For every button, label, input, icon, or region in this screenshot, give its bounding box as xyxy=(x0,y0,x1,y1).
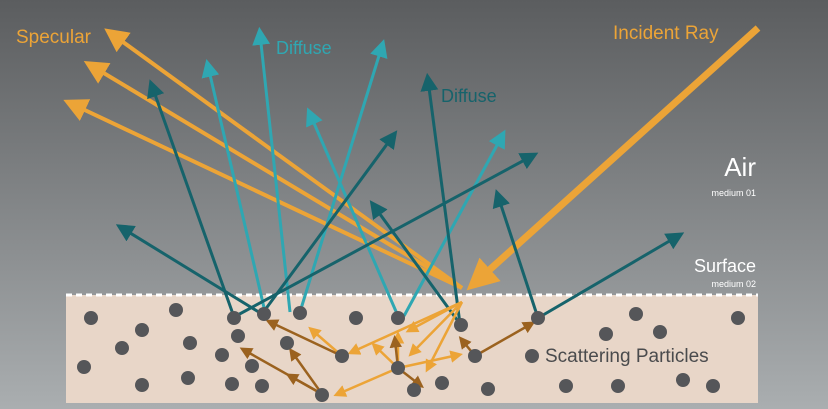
particle xyxy=(468,349,482,363)
diffuse-ray xyxy=(260,130,398,315)
particle xyxy=(629,307,643,321)
particle xyxy=(169,303,183,317)
particle xyxy=(245,359,259,373)
air-label: Air xyxy=(724,152,756,182)
incident-ray-label: Incident Ray xyxy=(613,23,719,44)
particle xyxy=(676,373,690,387)
particle xyxy=(335,349,349,363)
diffuse-ray xyxy=(115,224,263,316)
diffuse-ray xyxy=(252,26,292,313)
particle xyxy=(257,307,271,321)
particle xyxy=(559,379,573,393)
particle xyxy=(481,382,495,396)
particle xyxy=(611,379,625,393)
scattering-particles xyxy=(77,303,745,402)
particle xyxy=(77,360,91,374)
specular-label: Specular xyxy=(16,27,92,48)
specular-ray xyxy=(83,61,464,290)
particle xyxy=(227,311,241,325)
diffuse-ray xyxy=(306,107,400,317)
particle xyxy=(391,361,405,375)
diffuse-label-right: Diffuse xyxy=(441,86,497,106)
particle xyxy=(255,379,269,393)
diffuse-label-top: Diffuse xyxy=(276,38,332,58)
particle xyxy=(231,329,245,343)
particle xyxy=(599,327,613,341)
incident-ray xyxy=(466,25,761,291)
diffuse-dark-rays xyxy=(115,72,685,325)
particle xyxy=(293,306,307,320)
diffuse-ray xyxy=(537,232,685,320)
particle xyxy=(84,311,98,325)
particle xyxy=(280,336,294,350)
diffuse-ray xyxy=(233,152,539,319)
surface-label: Surface xyxy=(694,256,756,276)
particle xyxy=(391,311,405,325)
particle xyxy=(115,341,129,355)
diffuse-ray xyxy=(201,58,267,313)
particle xyxy=(181,371,195,385)
particle xyxy=(135,323,149,337)
particle xyxy=(407,383,421,397)
particle xyxy=(349,311,363,325)
particle xyxy=(183,336,197,350)
particle xyxy=(435,376,449,390)
particle xyxy=(215,348,229,362)
diffuse-ray xyxy=(147,79,236,318)
diffuse-ray xyxy=(298,39,388,313)
particle xyxy=(653,325,667,339)
particle xyxy=(525,349,539,363)
particle xyxy=(225,377,239,391)
scattering-particles-label: Scattering Particles xyxy=(545,346,709,367)
diffuse-ray xyxy=(402,129,506,317)
diffuse-ray xyxy=(369,200,462,325)
diffuse-ray xyxy=(492,189,540,319)
particle xyxy=(531,311,545,325)
particle xyxy=(706,379,720,393)
particle xyxy=(731,311,745,325)
particle xyxy=(315,388,329,402)
specular-ray xyxy=(63,99,463,290)
particle xyxy=(135,378,149,392)
air-medium-label: medium 01 xyxy=(711,188,756,198)
surface-medium-label: medium 02 xyxy=(711,279,756,289)
diffuse-teal-rays xyxy=(201,26,506,317)
particle xyxy=(454,318,468,332)
diffuse-ray xyxy=(420,72,462,325)
